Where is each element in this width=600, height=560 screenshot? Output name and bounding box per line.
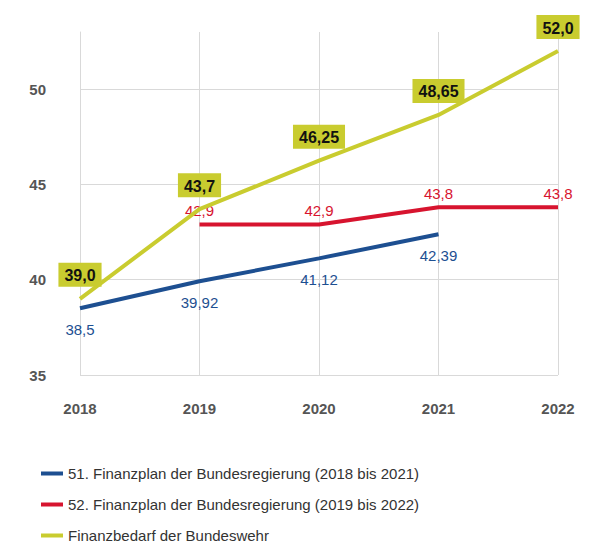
svg-text:40: 40 (29, 271, 46, 288)
svg-text:43,8: 43,8 (424, 185, 453, 202)
svg-text:41,12: 41,12 (300, 271, 338, 288)
svg-text:35: 35 (29, 367, 46, 384)
svg-text:2020: 2020 (302, 400, 335, 417)
svg-text:39,0: 39,0 (64, 267, 95, 284)
svg-text:43,8: 43,8 (543, 185, 572, 202)
svg-text:2021: 2021 (422, 400, 455, 417)
svg-text:2018: 2018 (63, 400, 96, 417)
svg-text:2022: 2022 (541, 400, 574, 417)
svg-text:39,92: 39,92 (181, 294, 219, 311)
svg-text:42,9: 42,9 (304, 202, 333, 219)
svg-text:50: 50 (29, 81, 46, 98)
svg-text:52. Finanzplan der Bundesregie: 52. Finanzplan der Bundesregierung (2019… (68, 496, 419, 513)
svg-text:45: 45 (29, 176, 46, 193)
svg-text:42,9: 42,9 (184, 202, 215, 220)
svg-text:52,0: 52,0 (542, 20, 573, 37)
svg-text:43,7: 43,7 (184, 178, 215, 195)
svg-text:48,65: 48,65 (418, 83, 458, 100)
svg-text:2019: 2019 (183, 400, 216, 417)
svg-text:46,25: 46,25 (299, 129, 339, 146)
svg-text:Finanzbedarf der Bundeswehr: Finanzbedarf der Bundeswehr (68, 527, 269, 544)
svg-text:51. Finanzplan der Bundesregie: 51. Finanzplan der Bundesregierung (2018… (68, 465, 419, 482)
svg-text:42,39: 42,39 (420, 247, 458, 264)
svg-text:38,5: 38,5 (65, 321, 94, 338)
